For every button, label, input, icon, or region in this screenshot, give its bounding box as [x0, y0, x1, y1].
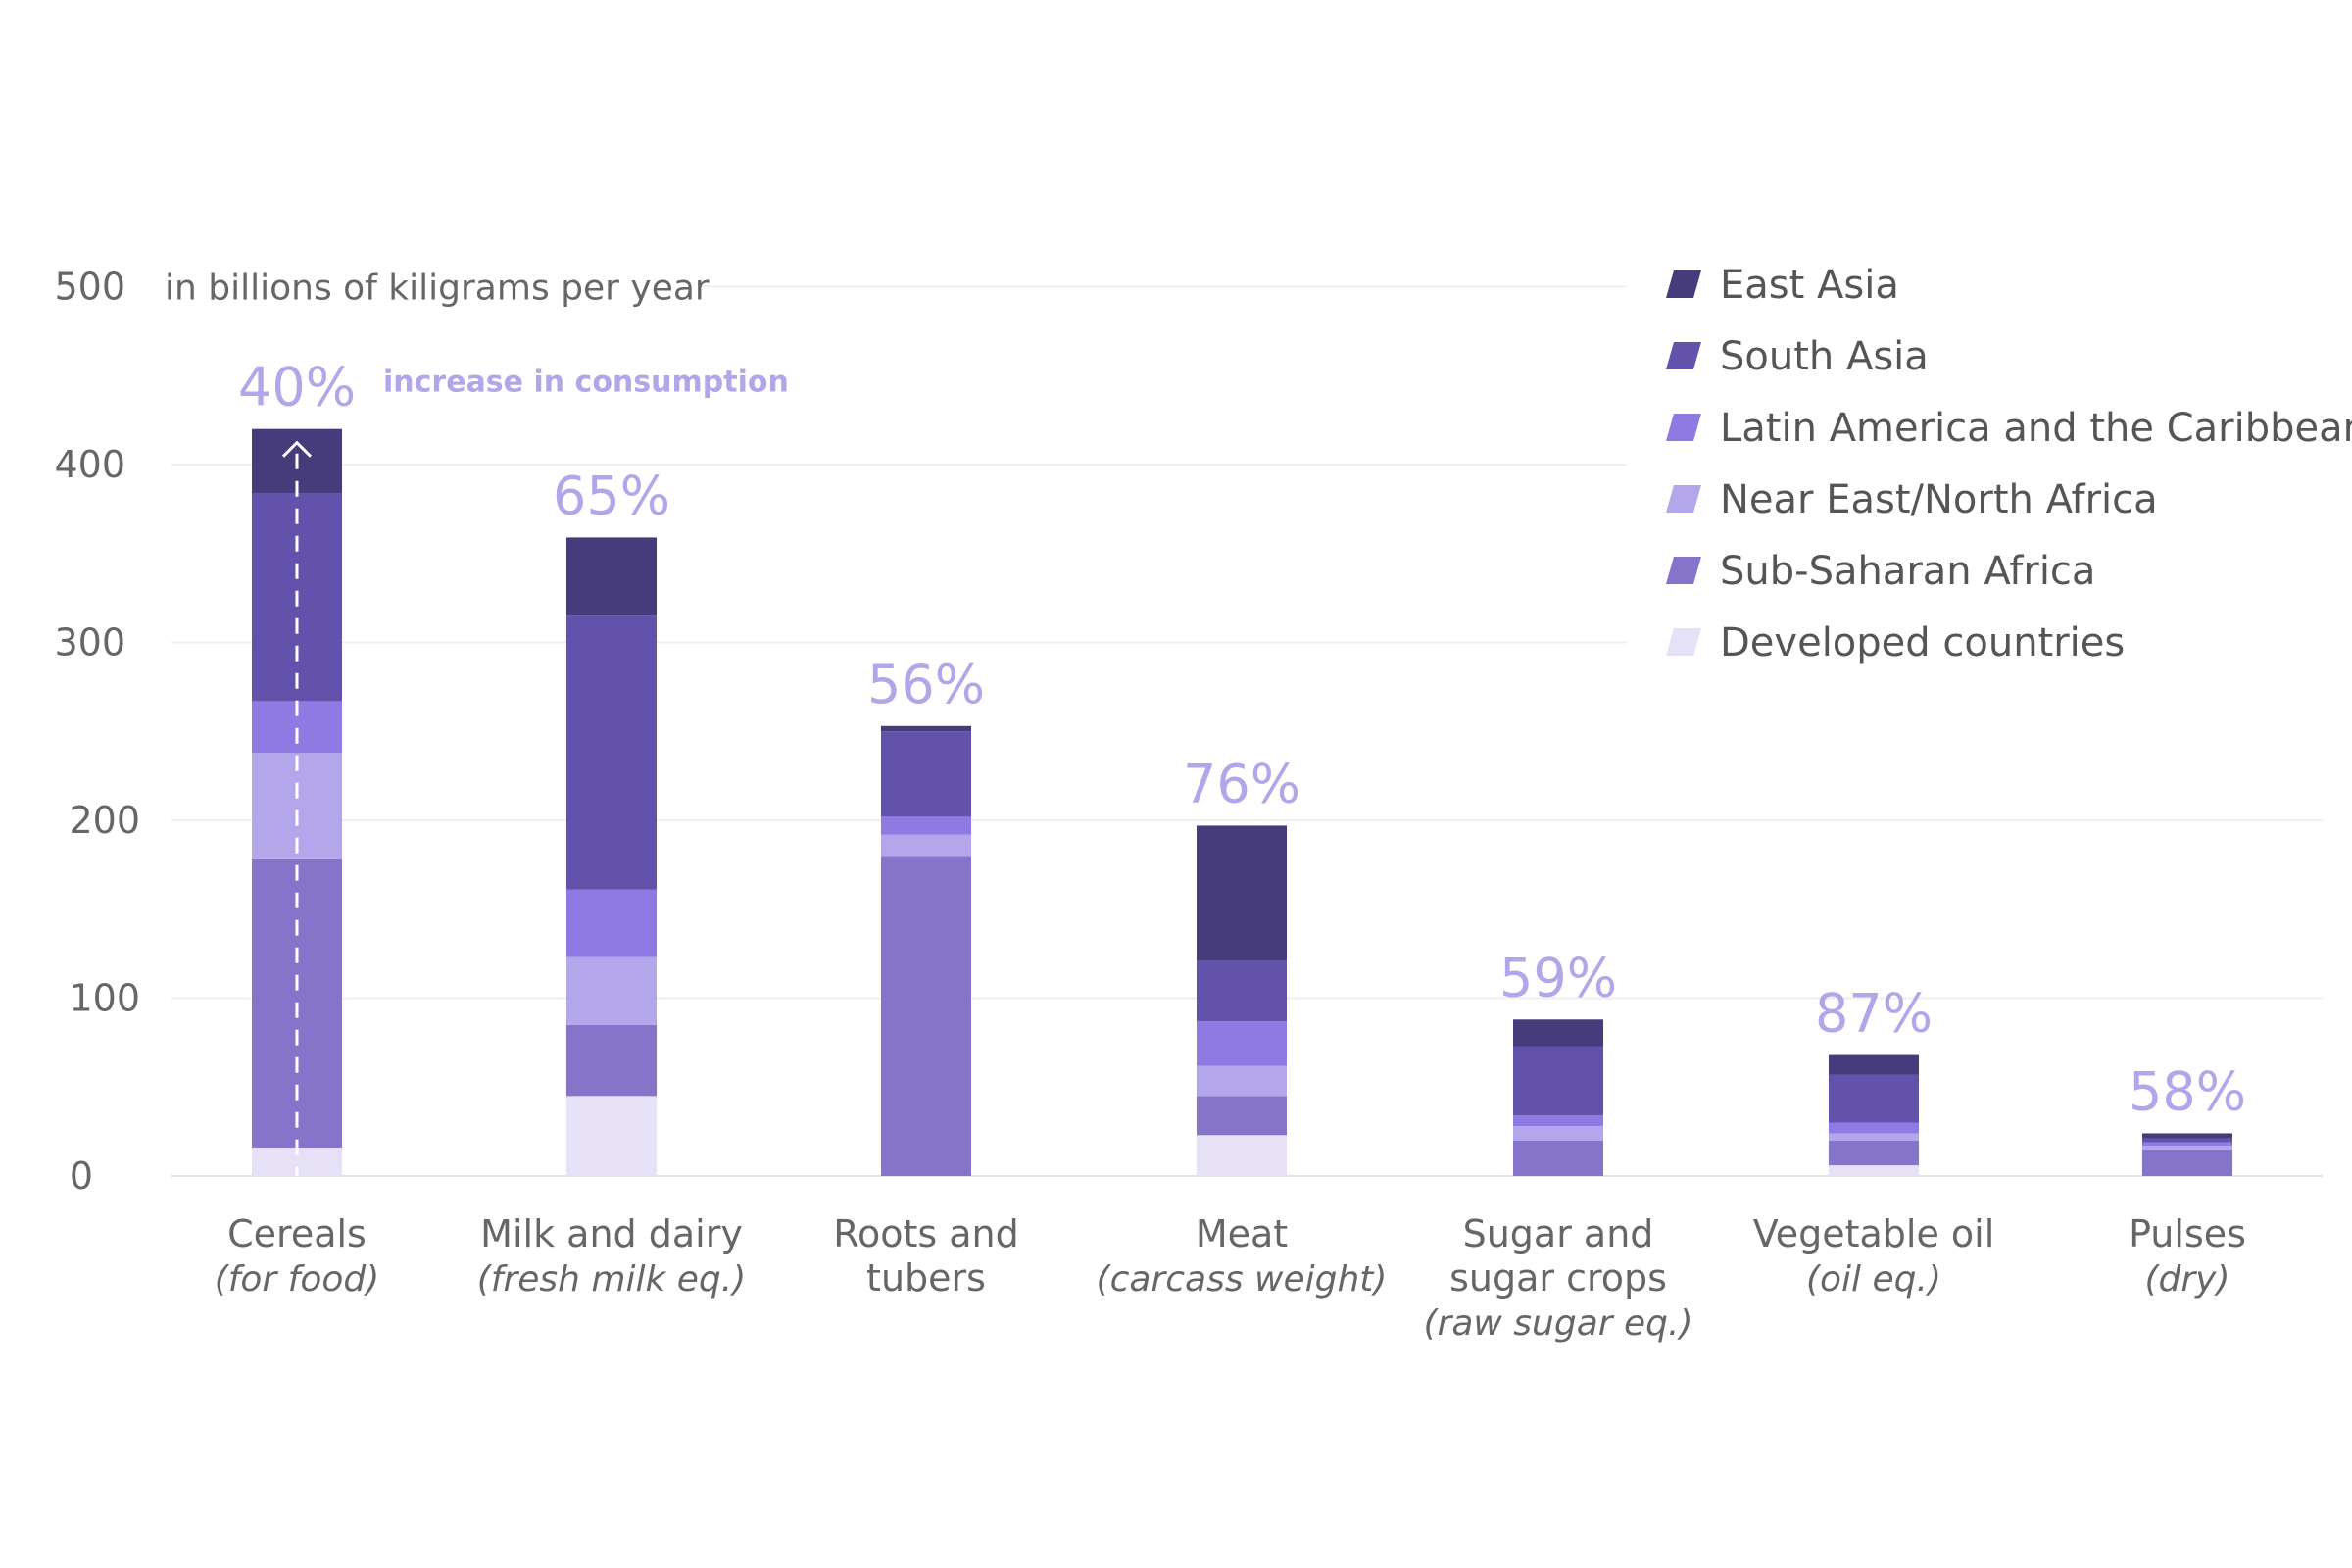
bar-segment: [2142, 1146, 2232, 1150]
category-sublabel: (for food): [215, 1259, 380, 1299]
bar-segment: [1513, 1019, 1603, 1047]
legend-swatch: [1666, 342, 1701, 369]
bar-segment: [1197, 1065, 1287, 1097]
bar-segment: [1829, 1133, 1919, 1141]
bar-segment: [1513, 1140, 1603, 1176]
unit-label: in billions of kiligrams per year: [165, 269, 710, 309]
legend-swatch: [1666, 485, 1701, 513]
y-tick-label: 300: [54, 621, 125, 664]
increase-percent-label: 56%: [867, 654, 985, 715]
bar-segment: [1513, 1046, 1603, 1116]
bar-segment: [1197, 1135, 1287, 1176]
category-sublabel: (oil eq.): [1806, 1259, 1941, 1299]
bar-segment: [2142, 1149, 2232, 1176]
increase-percent-label: 58%: [2129, 1060, 2246, 1122]
bar-segment: [881, 834, 971, 857]
legend: East Asia South Asia Latin America and the…: [1666, 263, 2352, 665]
legend-label: Developed countries: [1720, 620, 2125, 665]
bar-segment: [566, 1024, 657, 1097]
bar-segment: [1197, 1021, 1287, 1066]
category-label: Pulses: [2129, 1212, 2246, 1255]
y-axis: 0 100 200 300 400 500 in billions of kiligrams…: [54, 266, 709, 1199]
legend-swatch: [1666, 557, 1701, 584]
y-tick-label: 400: [54, 443, 125, 486]
category-sublabel: (dry): [2144, 1259, 2230, 1299]
legend-label: Latin America and the Caribbean: [1720, 406, 2352, 451]
bars: [252, 428, 2232, 1176]
increase-percent-label: 76%: [1183, 753, 1300, 814]
legend-label: South Asia: [1720, 334, 1929, 379]
bar-segment: [881, 731, 971, 817]
increase-percent-label: 65%: [553, 465, 670, 526]
bar-segment: [2142, 1142, 2232, 1147]
increase-percent-label: 59%: [1499, 947, 1617, 1008]
category-label: Roots and: [833, 1212, 1018, 1255]
bar-segment: [1197, 825, 1287, 961]
bar-segment: [566, 537, 657, 616]
bar-segment: [881, 816, 971, 835]
annotation-label: increase in consumption: [383, 366, 789, 400]
bar-segment: [566, 615, 657, 890]
legend-swatch: [1666, 414, 1701, 441]
increase-percent-label: 87%: [1815, 983, 1933, 1045]
y-tick-label: 500: [54, 266, 125, 309]
bar-segment: [1197, 960, 1287, 1022]
bar-segment: [1829, 1122, 1919, 1134]
bar-segment: [1829, 1054, 1919, 1075]
category-label: Sugar and: [1463, 1212, 1654, 1255]
legend-label: Sub-Saharan Africa: [1720, 549, 2095, 594]
category-labels: 40% Cereals(for food) increase in consumpt…: [215, 357, 2246, 1344]
bar-segment: [566, 1096, 657, 1176]
legend-swatch: [1666, 628, 1701, 656]
bar-segment: [1513, 1115, 1603, 1127]
legend-label: East Asia: [1720, 263, 1899, 308]
legend-label: Near East/North Africa: [1720, 477, 2158, 522]
bar-segment: [1829, 1165, 1919, 1176]
y-tick-label: 100: [69, 977, 140, 1020]
category-label: tubers: [866, 1256, 986, 1299]
category-label: Meat: [1196, 1212, 1288, 1255]
category-label: Vegetable oil: [1753, 1212, 1995, 1255]
bar-segment: [1513, 1126, 1603, 1141]
y-tick-label: 0: [70, 1154, 93, 1198]
gridlines: [172, 285, 2323, 1177]
bar-segment: [1197, 1096, 1287, 1136]
category-label: sugar crops: [1449, 1256, 1667, 1299]
bar-segment: [1829, 1140, 1919, 1166]
bar-segment: [2142, 1133, 2232, 1139]
category-label: Cereals: [227, 1212, 367, 1255]
bar-segment: [881, 856, 971, 1176]
bar-segment: [566, 956, 657, 1025]
legend-swatch: [1666, 270, 1701, 298]
bar-segment: [1829, 1074, 1919, 1123]
bar-segment: [2142, 1138, 2232, 1143]
bar-segment: [566, 889, 657, 957]
category-sublabel: (raw sugar eq.): [1423, 1303, 1692, 1344]
category-label: Milk and dairy: [480, 1212, 743, 1255]
up-arrow-icon: [281, 440, 313, 458]
category-sublabel: (fresh milk eq.): [477, 1259, 747, 1299]
bar-segment: [881, 725, 971, 732]
increase-percent-label: 40%: [238, 357, 356, 418]
category-sublabel: (carcass weight): [1097, 1259, 1388, 1299]
y-tick-label: 200: [69, 799, 140, 842]
